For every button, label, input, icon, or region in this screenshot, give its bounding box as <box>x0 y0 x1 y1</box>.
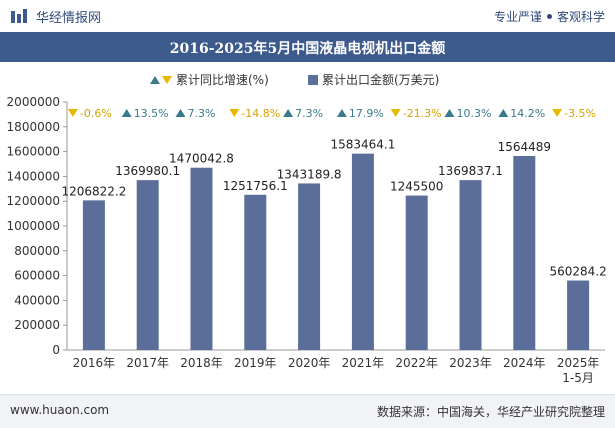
chart-title: 2016-2025年5月中国液晶电视机出口金额 <box>169 41 446 57</box>
growth-up-icon <box>336 109 347 117</box>
bar-chart: 累计同比增速(%) 累计出口金额(万美元) 0 200000 400000 60000… <box>7 72 607 385</box>
bar <box>244 194 267 350</box>
footer: www.huaon.com 数据来源：中国海关，华经产业研究院整理 <box>0 394 615 428</box>
growth-down-icon <box>229 109 240 117</box>
growth-up-icon <box>444 109 455 117</box>
y-tick-label: 200000 <box>14 318 60 332</box>
x-tick-label: 2021年 <box>342 356 385 370</box>
title-bar: 2016-2025年5月中国液晶电视机出口金额 <box>0 32 615 62</box>
bar <box>351 153 374 350</box>
growth-down-icon <box>390 109 401 117</box>
x-tick-label: 2017年 <box>126 356 169 370</box>
growth-row: -0.6% 13.5% 7.3% -14.8% 7.3% 17.9% -21.3% 10.3%… <box>67 107 596 120</box>
value-label: 1470042.8 <box>169 152 234 166</box>
legend-growth-label: 累计同比增速(%) <box>176 73 269 87</box>
growth-up-icon <box>121 109 132 117</box>
bar <box>513 156 536 350</box>
growth-up-icon <box>498 109 509 117</box>
axes: 0200000400000600000800000100000012000001… <box>7 95 605 385</box>
y-tick-label: 1000000 <box>7 219 60 233</box>
x-tick-label: 2020年 <box>288 356 331 370</box>
bar <box>405 195 428 350</box>
x-tick-label: 2022年 <box>395 356 438 370</box>
slogan-item-2: 客观科学 <box>556 10 605 24</box>
footer-url[interactable]: www.huaon.com <box>10 403 110 417</box>
brand-name: 华经情报网 <box>36 11 102 26</box>
x-tick-label: 2018年 <box>180 356 223 370</box>
y-tick-label: 1400000 <box>7 169 60 183</box>
value-label: 1251756.1 <box>223 179 288 193</box>
slogan-item-1: 专业严谨 <box>493 10 542 24</box>
growth-label: -0.6% <box>80 107 112 120</box>
growth-up-icon <box>175 109 186 117</box>
x-tick-label: 2019年 <box>234 356 277 370</box>
x-tick-label: 2024年 <box>503 356 546 370</box>
x-tick-label: 2025年 1-5月 <box>557 356 600 385</box>
growth-label: 14.2% <box>510 107 545 120</box>
bar <box>82 200 105 350</box>
legend-growth-up-icon <box>150 76 160 84</box>
legend: 累计同比增速(%) 累计出口金额(万美元) <box>150 72 439 87</box>
growth-label: -21.3% <box>403 107 442 120</box>
growth-label: -3.5% <box>564 107 596 120</box>
bar <box>190 167 213 350</box>
growth-label: -14.8% <box>241 107 280 120</box>
bar <box>567 280 590 350</box>
x-tick-label: 2016年 <box>73 356 116 370</box>
value-label: 1369980.1 <box>115 164 180 178</box>
brand-logo-icon <box>11 8 27 23</box>
y-tick-label: 1200000 <box>7 194 60 208</box>
value-label: 1564489 <box>498 140 551 154</box>
bar <box>298 183 321 350</box>
growth-down-icon <box>552 109 563 117</box>
growth-label: 7.3% <box>188 107 216 120</box>
value-label: 1206822.2 <box>61 184 126 198</box>
legend-series-label: 累计出口金额(万美元) <box>322 72 439 87</box>
value-label: 1343189.8 <box>277 167 342 181</box>
growth-label: 17.9% <box>349 107 384 120</box>
footer-source: 数据来源：中国海关，华经产业研究院整理 <box>376 405 605 419</box>
legend-bar-swatch <box>308 75 318 85</box>
growth-up-icon <box>283 109 294 117</box>
bullet-icon <box>546 14 552 19</box>
value-label: 560284.2 <box>549 265 606 279</box>
value-label: 1245500 <box>390 180 443 194</box>
bar <box>136 180 159 350</box>
y-tick-label: 400000 <box>14 293 60 307</box>
brand[interactable]: 华经情报网 <box>10 7 101 26</box>
x-tick-label: 2023年 <box>449 356 492 370</box>
bar <box>459 180 482 350</box>
legend-growth-down-icon <box>162 76 172 84</box>
value-label: 1369837.1 <box>438 164 503 178</box>
y-tick-label: 1600000 <box>7 145 60 159</box>
y-tick-label: 600000 <box>14 269 60 283</box>
bars <box>82 153 590 350</box>
growth-down-icon <box>67 109 78 117</box>
slogan: 专业严谨 客观科学 <box>494 8 605 25</box>
y-tick-label: 1800000 <box>7 120 60 134</box>
top-bar: 华经情报网 专业严谨 客观科学 <box>0 0 615 32</box>
value-label: 1583464.1 <box>330 138 395 152</box>
y-tick-label: 800000 <box>14 244 60 258</box>
growth-label: 13.5% <box>134 107 169 120</box>
y-tick-label: 0 <box>52 343 60 357</box>
growth-label: 7.3% <box>295 107 323 120</box>
y-tick-label: 2000000 <box>7 95 60 109</box>
growth-label: 10.3% <box>457 107 492 120</box>
